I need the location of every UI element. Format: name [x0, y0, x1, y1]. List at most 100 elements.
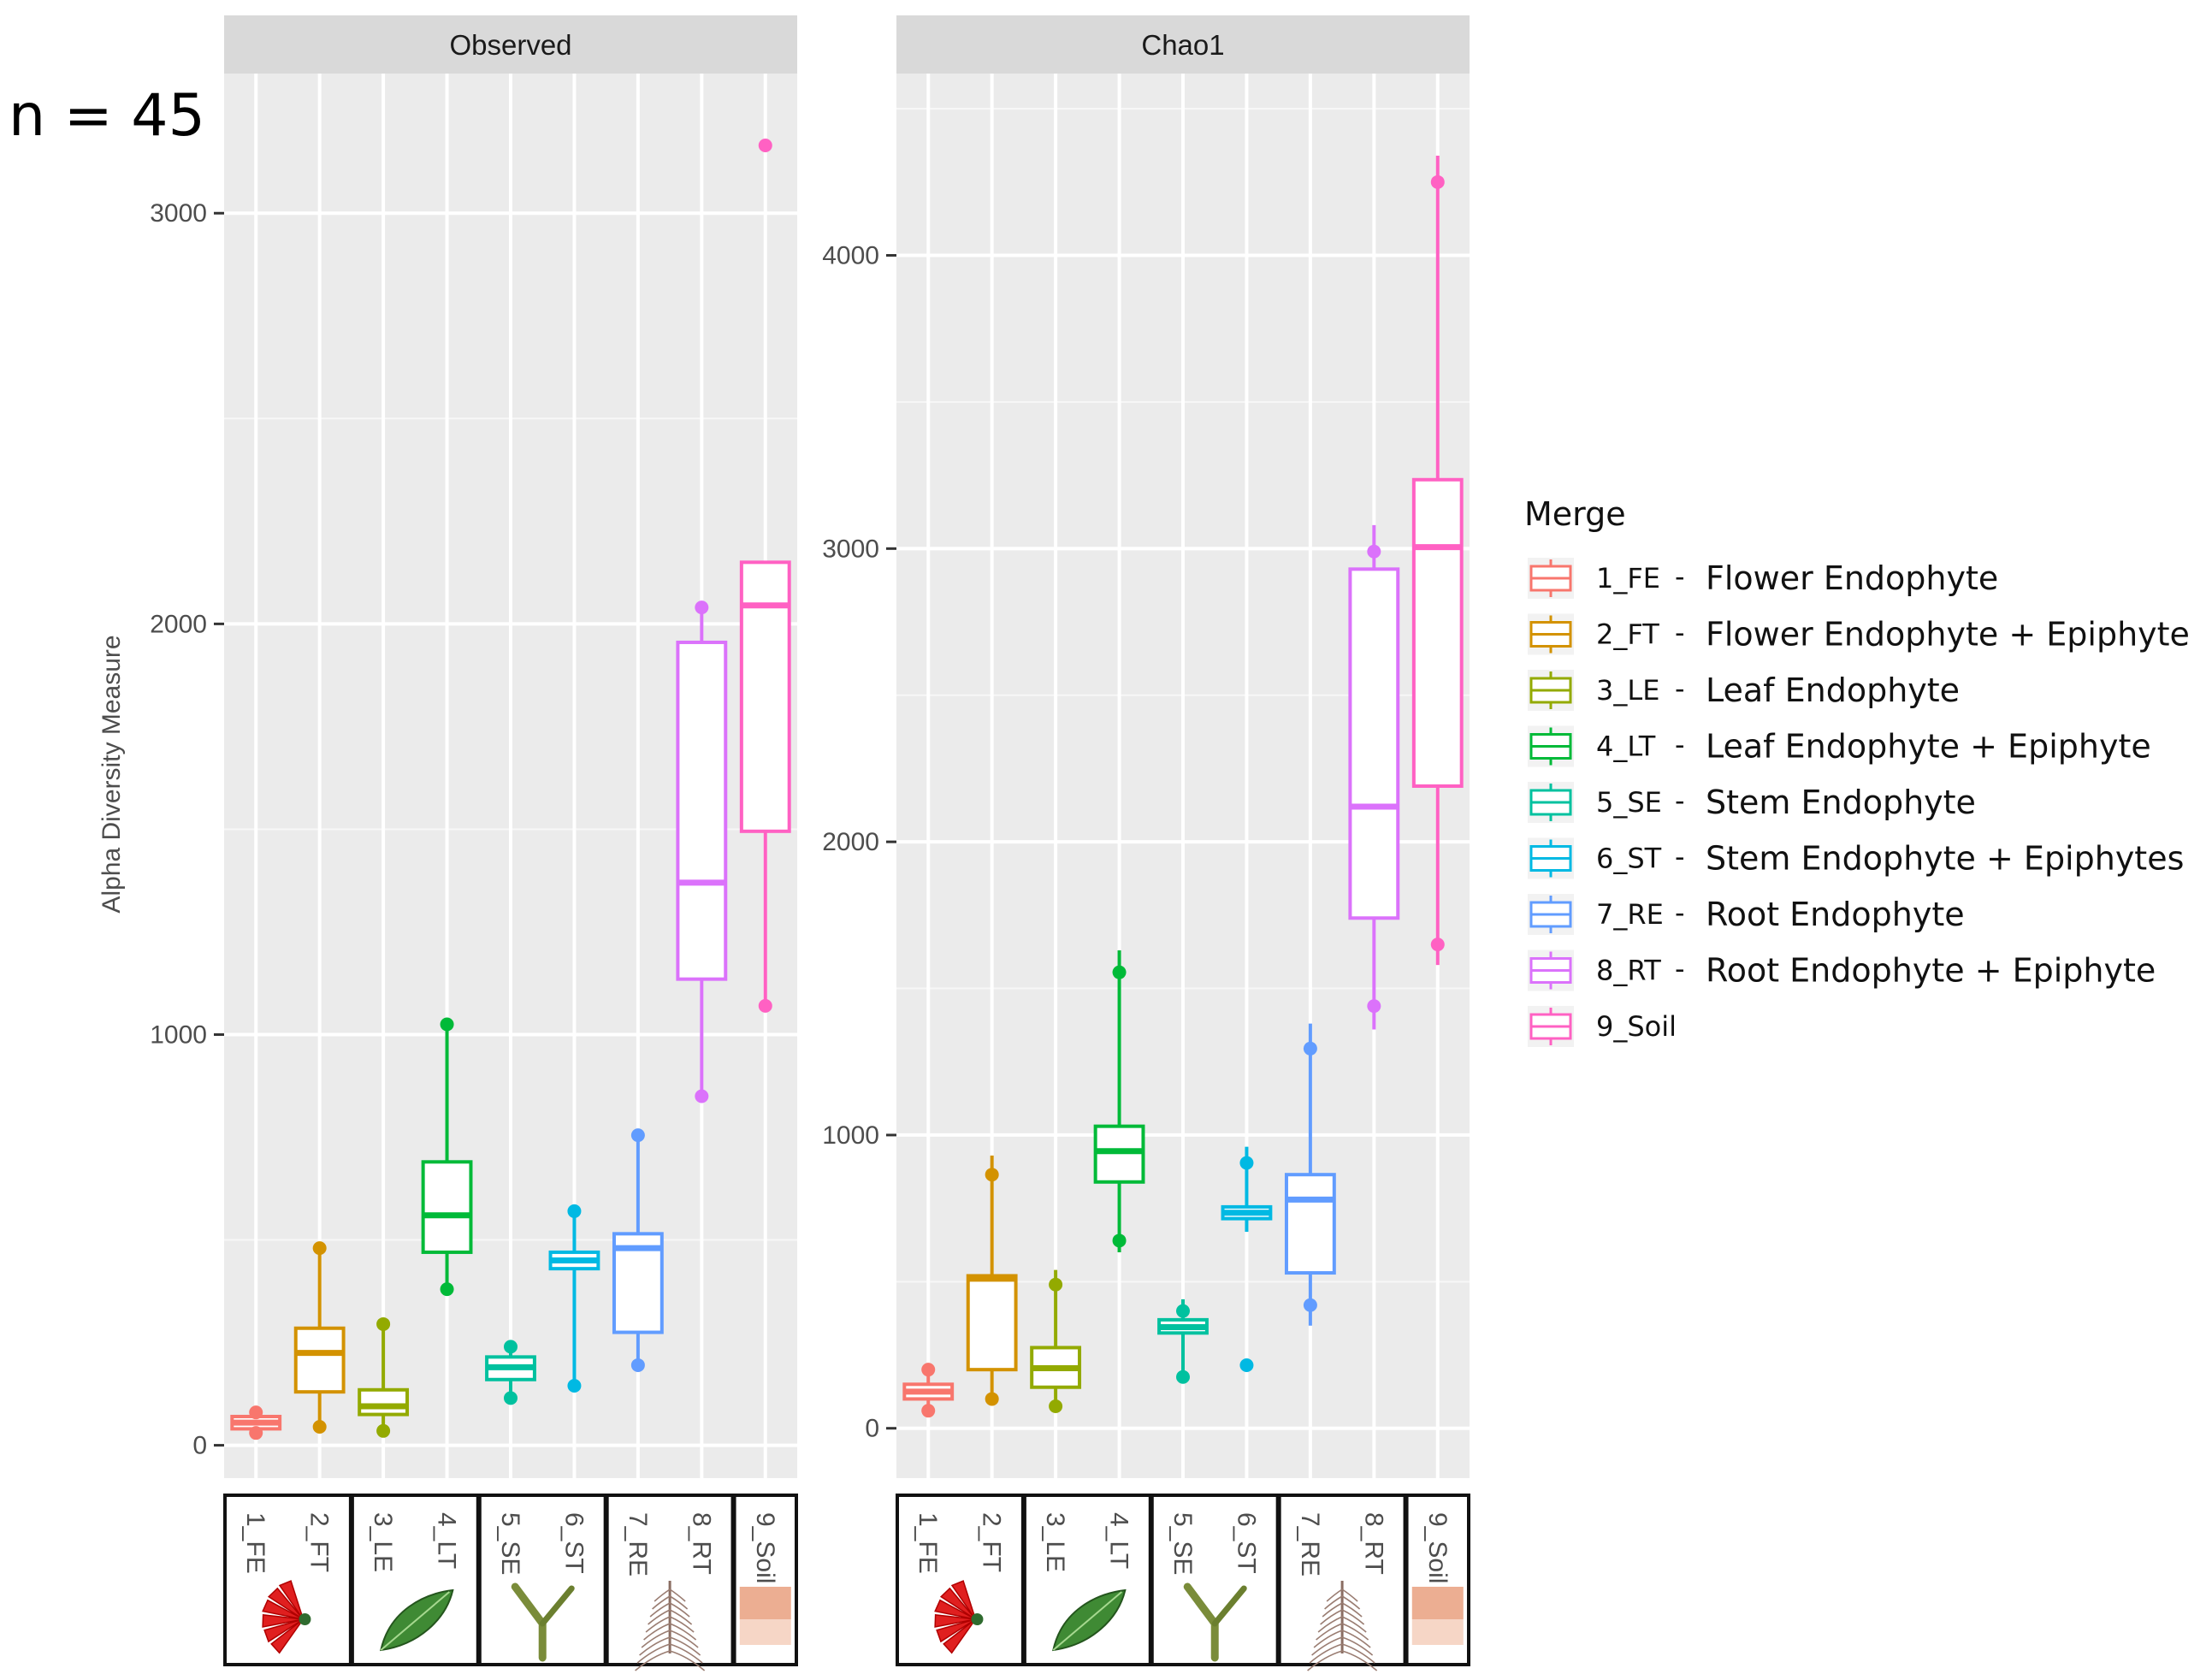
root-branch	[1341, 1609, 1365, 1625]
y-tick-label: 3000	[150, 199, 207, 228]
y-tick-label: 0	[192, 1432, 207, 1460]
legend-item-6_ST: 6_ST - Stem Endophyte + Epiphytes	[1528, 837, 2184, 879]
legend-item-2_FT: 2_FT - Flower Endophyte + Epiphyte	[1528, 613, 2190, 655]
root-branch	[1320, 1609, 1343, 1625]
root-branch	[669, 1643, 703, 1664]
root-branch	[669, 1595, 689, 1610]
box-6_ST	[548, 1204, 600, 1393]
legend-key-label: 4_LT	[1596, 731, 1656, 763]
petal	[262, 1599, 304, 1620]
soil-layer-top	[739, 1587, 791, 1619]
data-point	[695, 600, 709, 615]
data-point	[758, 998, 772, 1013]
box-1_FE	[230, 1405, 282, 1440]
legend-description: Flower Endophyte	[1706, 559, 1998, 597]
legend-description: Leaf Endophyte + Epiphyte	[1706, 728, 2151, 766]
box-iqr	[1284, 1173, 1336, 1275]
root-branch	[654, 1588, 671, 1602]
root-branch	[1341, 1636, 1374, 1656]
data-point	[1367, 999, 1381, 1014]
data-point	[440, 1282, 454, 1297]
x-tick-label: 5_SE	[1168, 1512, 1197, 1575]
box-iqr	[966, 1274, 1018, 1372]
y-axis-title: Alpha Diversity Measure	[98, 635, 126, 913]
x-tick-label: 6_ST	[1232, 1512, 1260, 1574]
data-point	[1367, 544, 1381, 559]
petal	[936, 1618, 976, 1643]
leaf-icon	[380, 1588, 454, 1652]
root-branch	[1341, 1650, 1378, 1671]
root-branch	[1307, 1650, 1343, 1671]
box-iqr	[293, 1326, 346, 1394]
data-point	[921, 1404, 936, 1418]
root-branch	[639, 1636, 671, 1656]
x-tick-label: 4_LT	[1105, 1512, 1133, 1569]
legend-separator: -	[1675, 896, 1685, 929]
root-branch	[669, 1630, 699, 1648]
petal	[262, 1614, 304, 1628]
y-tick-label: 0	[865, 1415, 879, 1443]
legend-separator: -	[1675, 953, 1685, 985]
petal	[939, 1587, 977, 1620]
legend-separator: -	[1675, 617, 1685, 649]
legend-key-label: 7_RE	[1596, 898, 1664, 931]
data-point	[567, 1204, 582, 1218]
root-branch	[1322, 1602, 1343, 1618]
root-branch	[652, 1595, 671, 1610]
box-2_FT	[966, 1155, 1018, 1406]
legend-item-8_RT: 8_RT - Root Endophyte + Epiphyte	[1528, 949, 2156, 991]
x-tick-label: 1_FE	[241, 1512, 269, 1574]
root-branch	[669, 1650, 706, 1671]
data-point	[921, 1363, 936, 1377]
root-branch	[1324, 1595, 1343, 1610]
data-point	[1239, 1358, 1254, 1373]
x-tick-label: 9_Soil	[1423, 1512, 1452, 1583]
data-point	[440, 1017, 454, 1032]
root-branch	[669, 1623, 697, 1641]
y-tick-label: 2000	[150, 610, 207, 638]
x-tick-label: 3_LE	[1041, 1512, 1069, 1572]
root-branch	[1317, 1616, 1343, 1633]
data-point	[695, 1089, 709, 1103]
box-8_RT	[1348, 524, 1400, 1030]
x-tick-label: 2_FT	[978, 1512, 1006, 1572]
box-iqr	[1348, 567, 1400, 920]
data-point	[1303, 1041, 1317, 1056]
root-branch	[635, 1650, 671, 1671]
flower-base	[971, 1613, 984, 1625]
box-9_Soil	[1411, 155, 1464, 966]
legend-key-label: 9_Soil	[1596, 1010, 1677, 1043]
legend-key-label: 6_ST	[1596, 843, 1662, 875]
box-4_LT	[1093, 949, 1145, 1253]
legend-description: Root Endophyte	[1706, 896, 1965, 933]
data-point	[630, 1358, 645, 1372]
legend-key-label: 3_LE	[1596, 674, 1659, 707]
legend-separator: -	[1675, 560, 1685, 593]
stem-branch	[1211, 1585, 1247, 1627]
box-7_RE	[1284, 1023, 1336, 1326]
legend-title: Merge	[1524, 495, 1626, 533]
x-tick-label: 9_Soil	[751, 1512, 779, 1583]
data-point	[1239, 1156, 1254, 1170]
x-tick-label: 3_LE	[369, 1512, 397, 1572]
root-branch	[1341, 1630, 1371, 1648]
legend-item-5_SE: 5_SE - Stem Endophyte	[1528, 782, 1976, 823]
box-6_ST	[1221, 1146, 1273, 1373]
stem-icon	[1183, 1582, 1247, 1662]
box-5_SE	[485, 1340, 536, 1405]
legend-key-label: 8_RT	[1596, 955, 1661, 987]
data-point	[985, 1168, 999, 1182]
legend-item-1_FE: 1_FE - Flower Endophyte	[1528, 558, 1998, 599]
root-branch	[649, 1602, 671, 1618]
sample-size-annotation: n = 45	[9, 82, 205, 150]
stem-branch	[539, 1585, 575, 1627]
box-3_LE	[358, 1316, 410, 1438]
x-tick-label: 4_LT	[433, 1512, 461, 1569]
facet-title: Observed	[449, 29, 571, 61]
petal	[934, 1599, 976, 1620]
legend-description: Stem Endophyte	[1706, 784, 1976, 821]
panel-chao1: Chao1 0 1000 2000 3000 4000 1_FE 2_FT 3_LE 4_LT 5_…	[822, 15, 1470, 1671]
root-branch	[641, 1630, 671, 1648]
y-tick-label: 1000	[150, 1020, 207, 1049]
